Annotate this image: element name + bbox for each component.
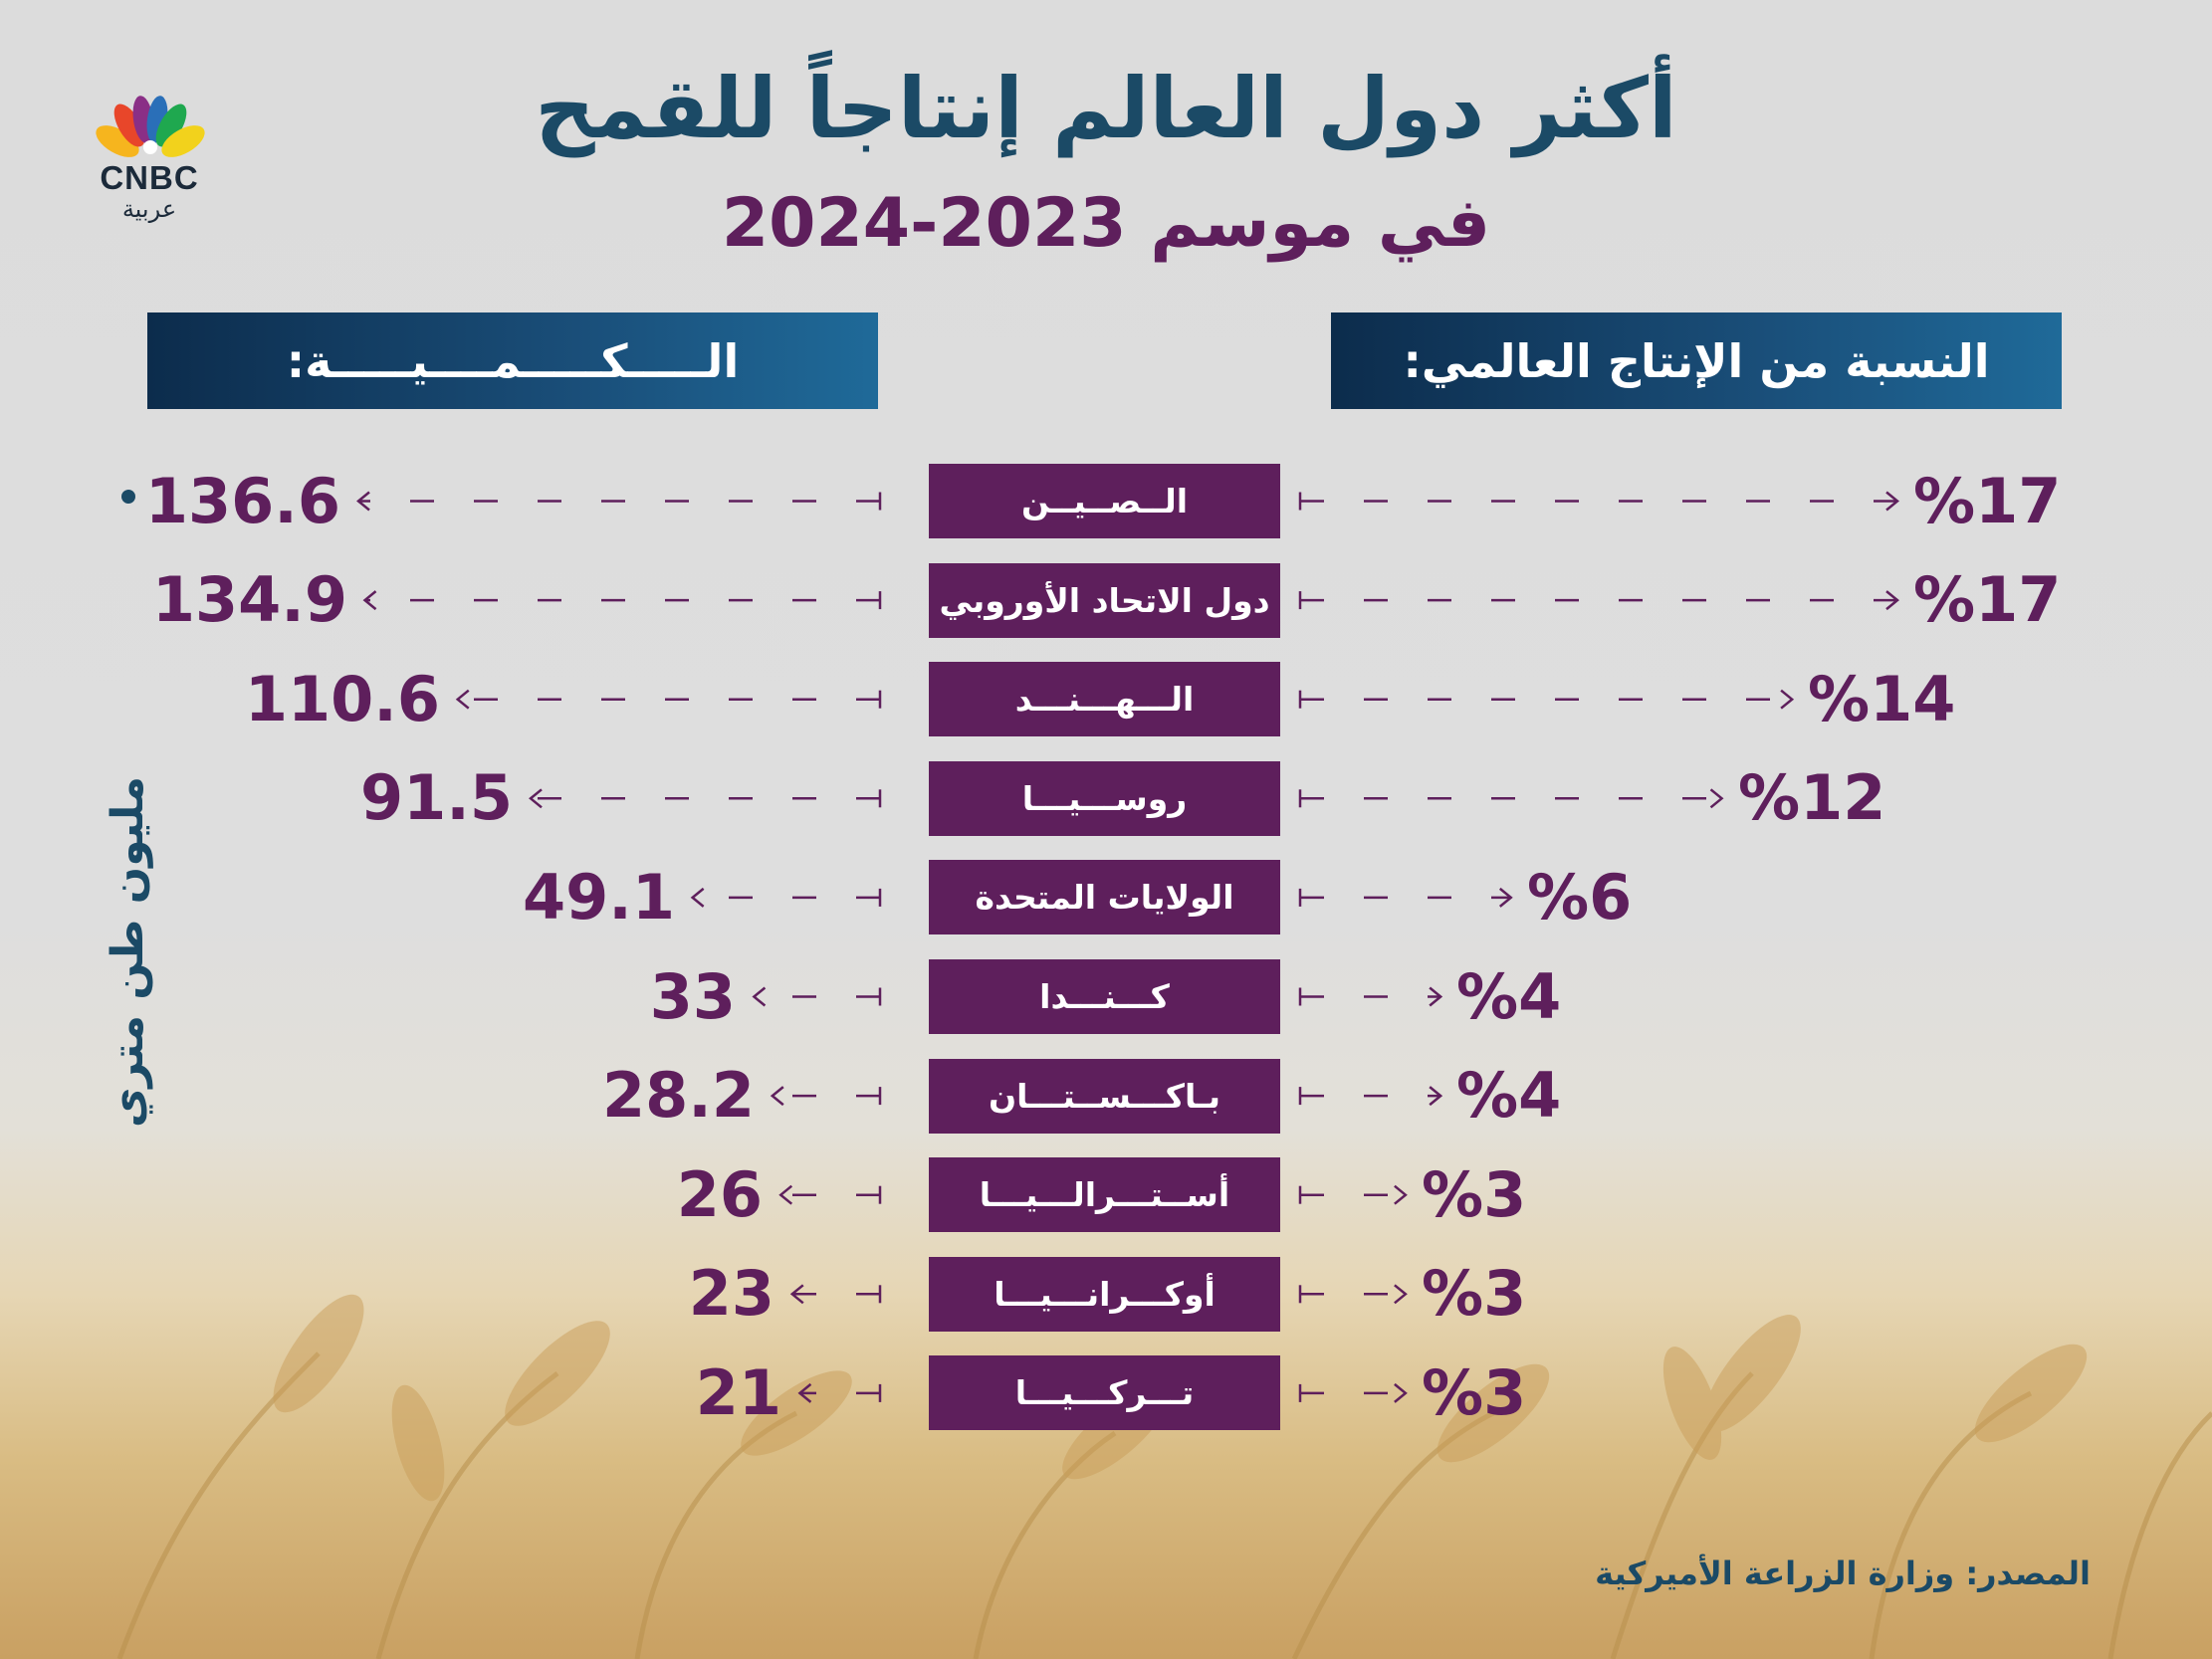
share-arrow-head (1498, 887, 1513, 908)
quantity-value: 49.1 (523, 860, 675, 933)
country-label: كـــنـــدا (929, 959, 1280, 1034)
quantity-arrow-head (362, 590, 377, 611)
quantity-arrow-head (529, 788, 543, 809)
logo-wordmark: CNBC (100, 159, 199, 196)
share-arrow-head (1429, 1086, 1443, 1107)
quantity-arrow-head (770, 1086, 784, 1107)
quantity-value: 26 (676, 1157, 763, 1231)
share-arrow-head (1394, 1184, 1408, 1205)
cnbc-logo: CNBC عربية (82, 96, 221, 225)
side-label-dot (121, 490, 135, 504)
peacock-icon (96, 96, 205, 157)
quantity-header: الـــــكـــــمــــيـــــة: (147, 312, 878, 409)
share-value: %17 (1913, 464, 2062, 537)
share-arrow-head (1429, 986, 1443, 1007)
quantity-arrow-head (797, 1382, 812, 1403)
source-note: المصدر: وزارة الزراعة الأميركية (1595, 1555, 2091, 1592)
quantity-value: 21 (695, 1355, 781, 1429)
quantity-arrow-head (356, 491, 370, 512)
country-label: الولايات المتحدة (929, 860, 1280, 935)
share-arrow-head (1885, 590, 1899, 611)
share-value: %3 (1422, 1157, 1527, 1231)
share-value: %4 (1456, 959, 1562, 1033)
country-label: الـــهـــنـــد (929, 662, 1280, 737)
share-arrow-head (1780, 689, 1795, 710)
share-arrow-head (1709, 788, 1724, 809)
share-value: %3 (1422, 1355, 1527, 1429)
quantity-value: 134.9 (151, 563, 347, 637)
country-label: أوكـــرانـــيـــا (929, 1256, 1280, 1332)
share-value: %4 (1456, 1059, 1562, 1133)
quantity-arrow-head (752, 986, 767, 1007)
page-subtitle: في موسم 2023-2024 (721, 184, 1491, 263)
quantity-arrow-head (455, 689, 470, 710)
share-arrow-head (1394, 1284, 1408, 1305)
share-value: %17 (1913, 563, 2062, 637)
country-label: أســتـــرالـــيـــا (929, 1157, 1280, 1233)
share-value: %14 (1808, 662, 1956, 735)
share-value: %12 (1738, 761, 1886, 835)
quantity-value: 110.6 (244, 662, 440, 735)
share-value: %6 (1527, 860, 1633, 933)
page-title: أكثر دول العالم إنتاجاً للقمح (535, 60, 1677, 157)
quantity-arrow-head (690, 887, 705, 908)
country-label: تـــركـــيـــا (929, 1355, 1280, 1431)
country-label: الــصــيــن (929, 464, 1280, 538)
share-arrow-head (1394, 1382, 1408, 1403)
quantity-value: 136.6 (144, 464, 340, 537)
country-label: بـاكـــســتـــان (929, 1058, 1280, 1134)
quantity-value: 23 (688, 1257, 774, 1331)
quantity-value: 28.2 (602, 1059, 755, 1133)
quantity-value: 91.5 (360, 761, 513, 835)
country-label: دول الاتحاد الأوروبي (929, 562, 1280, 638)
country-label: روســـيـــا (929, 760, 1280, 836)
logo-subtitle: عربية (121, 195, 177, 223)
share-value: %3 (1422, 1257, 1527, 1331)
quantity-arrow-head (789, 1284, 804, 1305)
quantity-arrow-head (778, 1184, 793, 1205)
share-arrow-head (1885, 491, 1899, 512)
share-header: النسبة من الإنتاج العالمي: (1331, 312, 2062, 409)
quantity-value: 33 (649, 959, 736, 1033)
